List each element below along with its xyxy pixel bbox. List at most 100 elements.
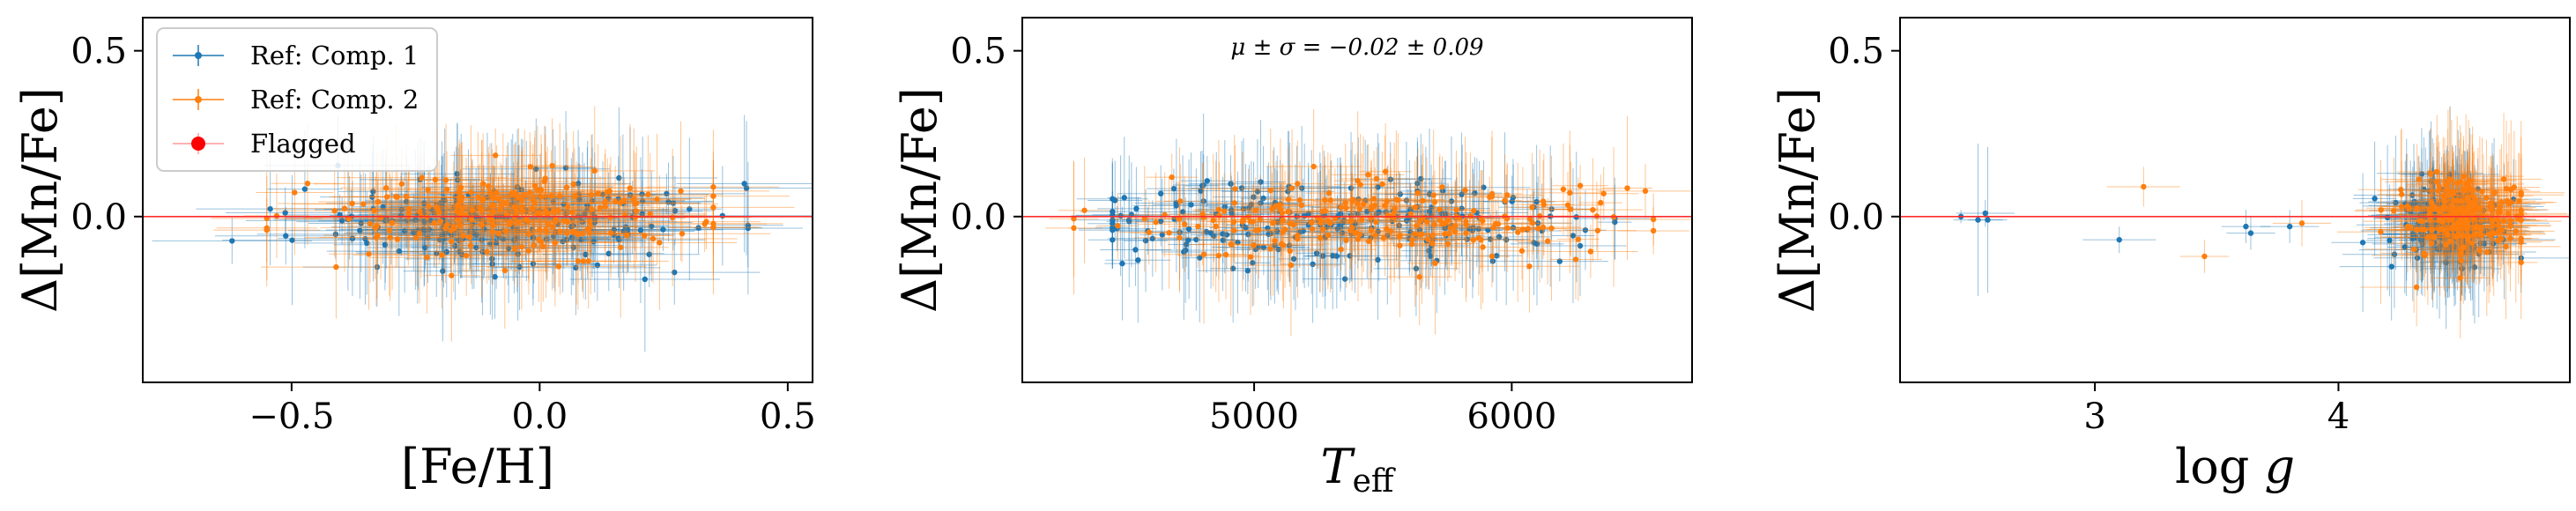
data-point-ref-comp-2 xyxy=(383,194,390,200)
data-point-ref-comp-2 xyxy=(2458,257,2464,264)
data-point-ref-comp-1 xyxy=(1503,236,1510,243)
data-point-ref-comp-2 xyxy=(2478,232,2485,239)
y-tick-label-feh: 0.0 xyxy=(71,197,127,238)
data-point-ref-comp-1 xyxy=(563,211,569,217)
data-point-ref-comp-2 xyxy=(2429,227,2435,233)
data-point-ref-comp-1 xyxy=(441,196,447,202)
data-point-ref-comp-1 xyxy=(1414,180,1421,187)
data-point-ref-comp-1 xyxy=(599,191,606,197)
data-point-ref-comp-2 xyxy=(1431,199,1438,205)
data-point-ref-comp-1 xyxy=(2482,241,2488,247)
ticks-feh: −0.5 0.0 0.5 0.0 0.5 xyxy=(71,32,815,437)
data-point-ref-comp-2 xyxy=(2469,193,2476,199)
data-point-ref-comp-2 xyxy=(1277,206,1284,213)
data-point-ref-comp-2 xyxy=(2433,168,2440,175)
data-point-ref-comp-2 xyxy=(1115,223,1121,229)
y-axis-label-logg: Δ[Mn/Fe] xyxy=(1770,87,1825,313)
data-point-ref-comp-2 xyxy=(514,208,520,215)
data-point-ref-comp-2 xyxy=(2507,223,2513,229)
data-point-ref-comp-1 xyxy=(2424,222,2431,228)
data-point-ref-comp-2 xyxy=(571,193,578,200)
data-point-ref-comp-1 xyxy=(2475,186,2481,192)
data-point-ref-comp-2 xyxy=(2414,205,2420,211)
data-point-ref-comp-2 xyxy=(1445,217,1451,224)
data-point-ref-comp-2 xyxy=(2518,189,2524,196)
data-point-ref-comp-2 xyxy=(1446,230,1452,237)
data-point-ref-comp-1 xyxy=(576,196,583,203)
data-point-ref-comp-1 xyxy=(2414,255,2421,261)
legend-marker-flagged xyxy=(191,137,205,151)
data-point-ref-comp-2 xyxy=(412,234,419,241)
points-group-feh xyxy=(143,106,813,352)
data-point-ref-comp-2 xyxy=(2460,233,2467,239)
data-point-ref-comp-1 xyxy=(1121,195,1127,201)
data-point-ref-comp-1 xyxy=(1274,218,1281,226)
data-point-ref-comp-1 xyxy=(1319,253,1326,259)
data-point-ref-comp-2 xyxy=(1358,217,1365,223)
data-point-ref-comp-2 xyxy=(2427,170,2434,177)
data-point-ref-comp-2 xyxy=(522,191,528,198)
data-point-ref-comp-2 xyxy=(2465,181,2472,187)
data-point-ref-comp-2 xyxy=(1298,202,1304,209)
data-point-ref-comp-1 xyxy=(516,263,523,270)
data-point-ref-comp-2 xyxy=(439,252,445,258)
data-point-ref-comp-2 xyxy=(1392,205,1398,211)
data-point-ref-comp-2 xyxy=(607,230,614,236)
data-point-ref-comp-1 xyxy=(1387,176,1393,182)
data-point-ref-comp-1 xyxy=(2428,178,2434,184)
data-point-ref-comp-2 xyxy=(2416,176,2423,182)
data-point-ref-comp-2 xyxy=(538,239,545,245)
data-point-ref-comp-2 xyxy=(548,193,554,199)
data-point-ref-comp-2 xyxy=(2449,202,2455,208)
data-point-ref-comp-2 xyxy=(416,230,423,237)
data-point-ref-comp-2 xyxy=(518,243,525,250)
data-point-ref-comp-2 xyxy=(575,258,582,264)
data-point-ref-comp-2 xyxy=(424,255,430,261)
data-point-ref-comp-1 xyxy=(1238,185,1245,191)
data-point-ref-comp-2 xyxy=(484,248,490,255)
data-point-ref-comp-2 xyxy=(341,205,348,211)
data-point-ref-comp-1 xyxy=(2419,241,2426,248)
data-point-ref-comp-2 xyxy=(2495,222,2502,229)
data-point-ref-comp-1 xyxy=(1258,200,1264,206)
data-point-ref-comp-2 xyxy=(453,208,460,215)
data-point-ref-comp-2 xyxy=(479,181,486,187)
data-point-ref-comp-1 xyxy=(473,244,479,251)
data-point-ref-comp-2 xyxy=(444,221,450,228)
data-point-ref-comp-2 xyxy=(557,228,563,234)
data-point-ref-comp-2 xyxy=(2477,226,2484,233)
data-point-ref-comp-2 xyxy=(585,258,591,264)
data-point-ref-comp-2 xyxy=(2476,248,2483,254)
data-point-ref-comp-1 xyxy=(2286,223,2293,230)
data-point-ref-comp-1 xyxy=(1170,185,1177,192)
data-point-ref-comp-2 xyxy=(1462,187,1468,194)
data-point-ref-comp-2 xyxy=(2461,188,2468,194)
data-point-ref-comp-1 xyxy=(550,198,556,205)
data-point-ref-comp-2 xyxy=(555,263,562,270)
data-point-ref-comp-1 xyxy=(1472,189,1478,196)
data-point-ref-comp-2 xyxy=(457,184,464,191)
data-point-ref-comp-1 xyxy=(1203,228,1210,235)
data-point-ref-comp-1 xyxy=(530,234,537,241)
data-point-ref-comp-2 xyxy=(494,189,500,196)
data-point-ref-comp-1 xyxy=(2413,200,2419,206)
data-point-ref-comp-2 xyxy=(1295,181,1301,187)
data-point-ref-comp-2 xyxy=(591,167,598,174)
data-point-ref-comp-2 xyxy=(2457,275,2463,281)
data-point-ref-comp-2 xyxy=(2446,192,2453,198)
data-point-ref-comp-2 xyxy=(1355,201,1361,207)
data-point-ref-comp-2 xyxy=(586,229,593,236)
data-point-ref-comp-1 xyxy=(1251,194,1257,200)
data-point-ref-comp-2 xyxy=(1325,232,1332,239)
data-point-ref-comp-2 xyxy=(1650,216,1657,223)
data-point-ref-comp-2 xyxy=(612,198,619,205)
data-point-ref-comp-1 xyxy=(672,207,679,214)
data-point-ref-comp-1 xyxy=(289,237,295,243)
data-point-ref-comp-1 xyxy=(550,233,557,240)
data-point-ref-comp-1 xyxy=(745,225,752,232)
data-point-ref-comp-2 xyxy=(1590,206,1596,213)
data-point-ref-comp-2 xyxy=(602,198,608,205)
data-point-ref-comp-1 xyxy=(422,244,428,251)
data-point-ref-comp-2 xyxy=(654,196,660,203)
